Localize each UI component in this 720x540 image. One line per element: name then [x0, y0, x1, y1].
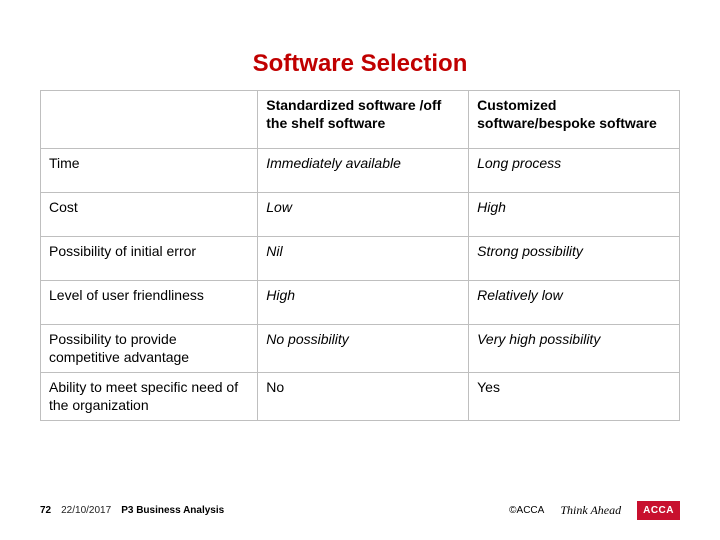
table-row: CostLowHigh — [41, 193, 680, 237]
footer-copyright: ©ACCA — [509, 505, 544, 516]
row-customized: Relatively low — [469, 281, 680, 325]
row-standardized: Immediately available — [258, 149, 469, 193]
row-standardized: No possibility — [258, 325, 469, 373]
row-label: Time — [41, 149, 258, 193]
row-customized: Long process — [469, 149, 680, 193]
comparison-table: Standardized software /off the shelf sof… — [40, 90, 680, 421]
row-label: Possibility to provide competitive advan… — [41, 325, 258, 373]
slide-title: Software Selection — [40, 50, 680, 78]
row-customized: High — [469, 193, 680, 237]
row-standardized: Low — [258, 193, 469, 237]
row-standardized: No — [258, 373, 469, 421]
footer-right: ©ACCA Think Ahead ACCA — [509, 501, 680, 520]
row-standardized: Nil — [258, 237, 469, 281]
table-body: TimeImmediately availableLong processCos… — [41, 149, 680, 421]
footer-left: 72 22/10/2017 P3 Business Analysis — [40, 505, 224, 516]
row-label: Cost — [41, 193, 258, 237]
footer: 72 22/10/2017 P3 Business Analysis ©ACCA… — [0, 501, 720, 520]
table-row: TimeImmediately availableLong process — [41, 149, 680, 193]
footer-course: P3 Business Analysis — [121, 505, 224, 516]
row-customized: Very high possibility — [469, 325, 680, 373]
table-row: Ability to meet specific need of the org… — [41, 373, 680, 421]
header-customized: Customized software/bespoke software — [469, 91, 680, 149]
table-header-row: Standardized software /off the shelf sof… — [41, 91, 680, 149]
header-blank — [41, 91, 258, 149]
table-row: Level of user friendlinessHighRelatively… — [41, 281, 680, 325]
row-label: Ability to meet specific need of the org… — [41, 373, 258, 421]
row-label: Possibility of initial error — [41, 237, 258, 281]
footer-date: 22/10/2017 — [61, 505, 111, 516]
row-customized: Strong possibility — [469, 237, 680, 281]
row-customized: Yes — [469, 373, 680, 421]
header-standardized: Standardized software /off the shelf sof… — [258, 91, 469, 149]
row-standardized: High — [258, 281, 469, 325]
table-row: Possibility to provide competitive advan… — [41, 325, 680, 373]
slide: Software Selection Standardized software… — [0, 0, 720, 540]
acca-logo: ACCA — [637, 501, 680, 520]
page-number: 72 — [40, 505, 51, 516]
think-ahead-text: Think Ahead — [560, 503, 621, 518]
row-label: Level of user friendliness — [41, 281, 258, 325]
table-row: Possibility of initial errorNilStrong po… — [41, 237, 680, 281]
